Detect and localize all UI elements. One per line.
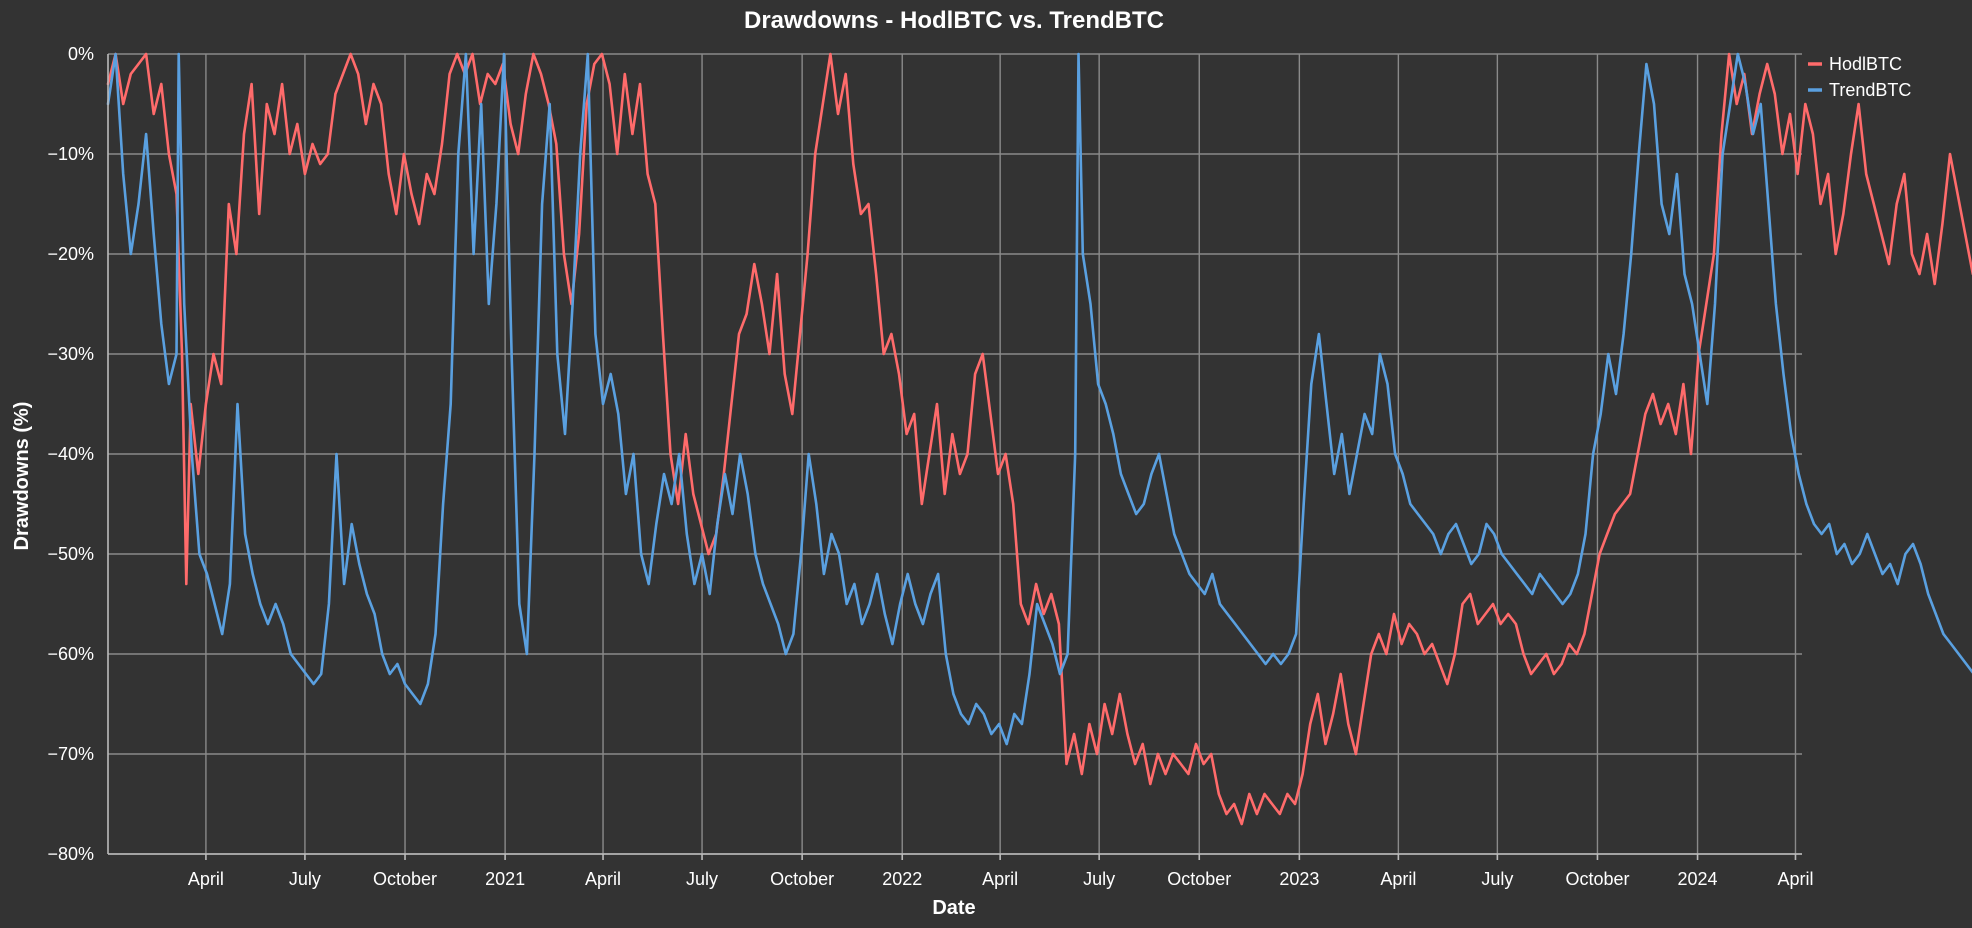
y-tick-label: −40% [47,444,94,464]
y-tick-label: −60% [47,644,94,664]
x-tick-label: 2021 [485,869,525,889]
x-tick-label: July [289,869,321,889]
y-tick-label: 0% [68,44,94,64]
legend-label: HodlBTC [1829,54,1902,74]
y-tick-label: −70% [47,744,94,764]
series-line-trendbtc [106,52,1972,746]
x-tick-label: July [1083,869,1115,889]
x-tick-label: April [188,869,224,889]
x-tick-label: October [373,869,437,889]
chart-title: Drawdowns - HodlBTC vs. TrendBTC [744,7,1164,34]
grid [108,53,1802,855]
x-tick-label: 2024 [1678,869,1718,889]
x-tick-label: October [1565,869,1629,889]
x-tick-label: April [585,869,621,889]
axes: 0% −10% −20% −30% −40% −50% −60% −70% −80% April J… [47,44,1813,889]
legend-label: TrendBTC [1829,80,1911,100]
x-tick-label: April [1380,869,1416,889]
x-tick-label: 2022 [882,869,922,889]
y-tick-label: −80% [47,844,94,864]
y-tick-label: −10% [47,144,94,164]
x-tick-label: July [686,869,718,889]
y-axis-title: Drawdowns (%) [11,402,33,551]
x-tick-label: April [1777,869,1813,889]
x-tick-label: October [770,869,834,889]
x-tick-label: July [1481,869,1513,889]
y-tick-label: −20% [47,244,94,264]
legend: HodlBTC TrendBTC [1808,54,1911,100]
series-line-hodlbtc [106,52,1972,826]
x-tick-label: April [982,869,1018,889]
x-axis-title: Date [932,897,975,919]
x-tick-label: October [1167,869,1231,889]
y-tick-label: −50% [47,544,94,564]
x-tick-label: 2023 [1279,869,1319,889]
series-layer [106,52,1972,826]
y-tick-label: −30% [47,344,94,364]
